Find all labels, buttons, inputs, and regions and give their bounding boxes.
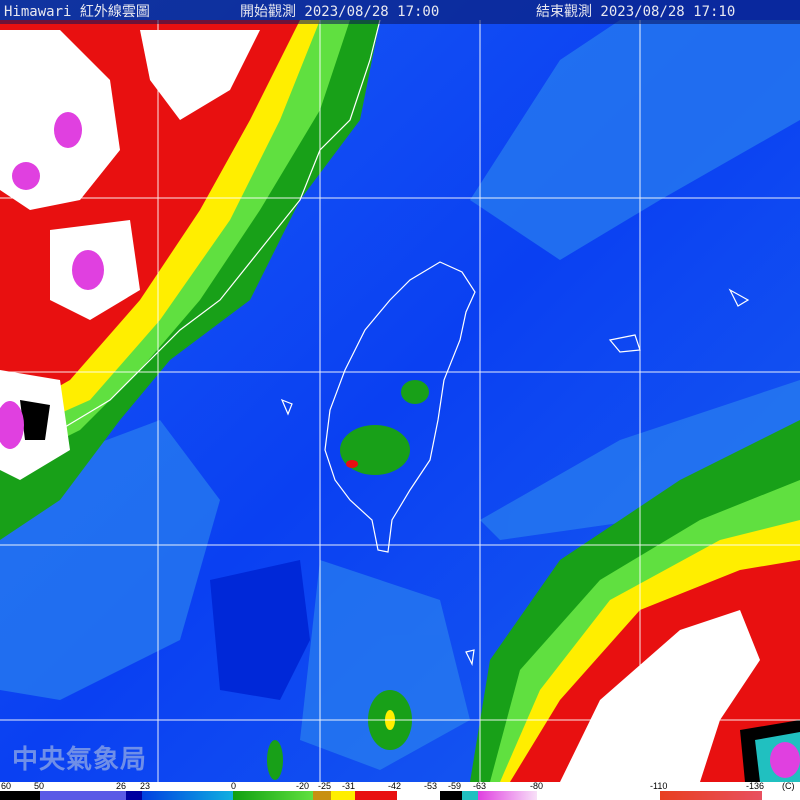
warm-region xyxy=(210,560,310,700)
cwb-logo: 中央氣象局 xyxy=(12,745,148,775)
colorbar-label: -59 xyxy=(448,781,462,791)
colorbar-segment xyxy=(142,791,233,800)
colorbar-segment xyxy=(355,791,397,800)
lat-lon-grid xyxy=(0,20,800,782)
colorbar-segment xyxy=(40,791,126,800)
colorbar-label: -80 xyxy=(530,781,544,791)
colorbar-label: -110 xyxy=(650,781,668,791)
colorbar-segment xyxy=(313,791,331,800)
infrared-cloud-map xyxy=(0,0,800,782)
colorbar-label: -20 xyxy=(296,781,310,791)
colorbar-label: 26 xyxy=(116,781,127,791)
northwest-cloud-mass xyxy=(0,20,380,540)
image-title: Himawari 紅外線雲圖 xyxy=(4,4,150,20)
end-time: 結束觀測 2023/08/28 17:10 xyxy=(536,4,736,20)
colorbar-segment xyxy=(440,791,462,800)
colorbar-label: 23 xyxy=(140,781,151,791)
island-outline xyxy=(465,649,475,666)
colorbar-segment xyxy=(126,791,142,800)
colorbar-segment xyxy=(660,791,762,800)
colorbar-label: 60 xyxy=(1,781,12,791)
island-outline xyxy=(280,398,293,416)
colorbar-segment xyxy=(0,791,40,800)
colorbar-label: -63 xyxy=(473,781,487,791)
colorbar-segment xyxy=(478,791,537,800)
colorbar-label: -25 xyxy=(318,781,332,791)
convective-cells xyxy=(267,380,429,780)
southeast-cloud-mass xyxy=(470,420,800,782)
taiwan-outline xyxy=(324,261,476,553)
colorbar-label: -42 xyxy=(388,781,402,791)
colorbar-label: 50 xyxy=(34,781,45,791)
colorbar-unit: (C) xyxy=(782,781,795,791)
colorbar-segment xyxy=(233,791,313,800)
colorbar-label: -136 xyxy=(746,781,765,791)
colorbar-label: -53 xyxy=(424,781,438,791)
china-coastline xyxy=(59,19,381,431)
colorbar-segment xyxy=(462,791,478,800)
start-time: 開始觀測 2023/08/28 17:00 xyxy=(240,4,440,20)
temperature-colorbar: 60 50 26 23 0 -20 -25 -31 -42 -53 -59 -6… xyxy=(0,782,800,800)
colorbar-label: -31 xyxy=(342,781,356,791)
colorbar-label: 0 xyxy=(231,781,237,791)
island-outline xyxy=(728,288,750,307)
image-header: Himawari 紅外線雲圖 開始觀測 2023/08/28 17:00 結束觀… xyxy=(0,0,800,24)
colorbar-segment xyxy=(331,791,355,800)
